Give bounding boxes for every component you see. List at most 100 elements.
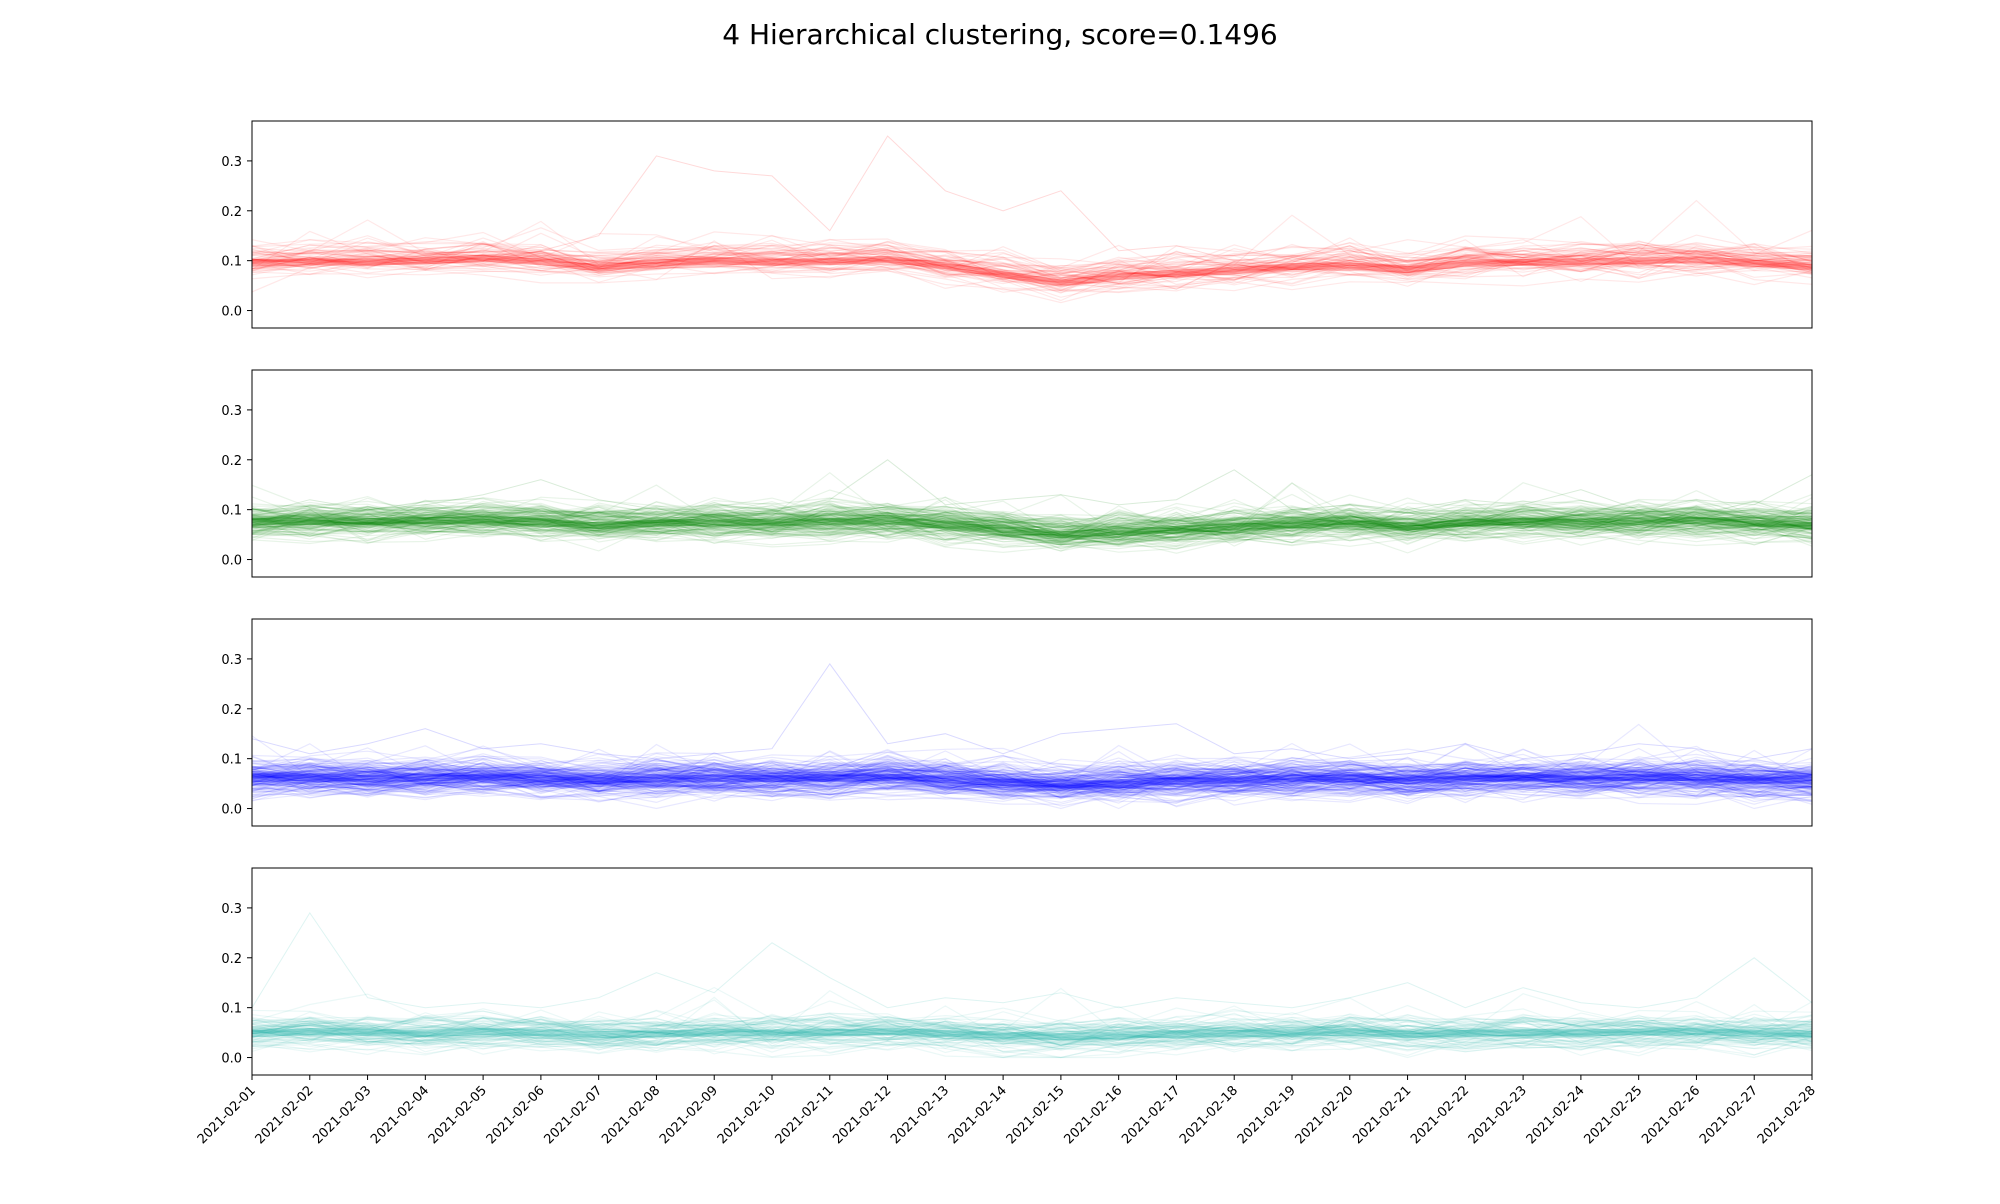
series-line <box>252 744 1812 792</box>
series-line <box>252 759 1812 796</box>
series-line <box>252 242 1812 293</box>
series-line <box>252 751 1812 791</box>
series-line <box>252 759 1812 791</box>
y-tick-label: 0.2 <box>221 454 242 469</box>
series-line <box>252 513 1812 549</box>
series-line <box>252 758 1812 786</box>
y-tick-label: 0.1 <box>221 255 242 270</box>
series-line <box>252 749 1812 784</box>
series-line <box>252 1013 1812 1043</box>
series-line <box>252 507 1812 539</box>
series-line <box>252 1012 1812 1038</box>
series-line <box>252 239 1812 280</box>
series-line <box>252 987 1812 1045</box>
series-line <box>252 1004 1812 1043</box>
series-line <box>252 510 1812 541</box>
series-line <box>252 1014 1812 1047</box>
series-line <box>252 501 1812 532</box>
series-line <box>252 763 1812 795</box>
series-line <box>252 502 1812 538</box>
series-line <box>252 771 1812 794</box>
series-line <box>252 507 1812 533</box>
series-line <box>252 767 1812 797</box>
y-tick-label: 0.0 <box>221 305 242 320</box>
series-line <box>252 1015 1812 1039</box>
series-line <box>252 510 1812 535</box>
series-line <box>252 528 1812 554</box>
x-tick-label: 2021-02-17 <box>1119 1083 1183 1147</box>
series-line <box>252 511 1812 547</box>
series-line <box>252 742 1812 792</box>
series-line <box>252 778 1812 799</box>
series-line <box>252 498 1812 529</box>
series-line <box>252 1018 1812 1041</box>
series-line <box>252 234 1812 278</box>
series-line <box>252 759 1812 785</box>
series-line <box>252 1034 1812 1059</box>
series-line <box>252 1017 1812 1047</box>
series-line <box>252 517 1812 542</box>
series-line <box>252 508 1812 541</box>
series-line <box>252 743 1812 797</box>
series-line <box>252 745 1812 791</box>
series-line-outlier <box>252 135 1812 262</box>
series-line <box>252 1016 1812 1057</box>
series-line-outlier <box>252 663 1812 760</box>
series-line <box>252 1025 1812 1050</box>
series-line <box>252 742 1812 784</box>
y-tick-label: 0.3 <box>221 155 242 170</box>
y-tick-label: 0.1 <box>221 1002 242 1017</box>
series-line <box>252 1021 1812 1050</box>
series-line <box>252 1017 1812 1054</box>
series-line <box>252 1018 1812 1050</box>
series-line <box>252 1029 1812 1059</box>
series-lines-1 <box>252 459 1812 554</box>
series-line <box>252 755 1812 791</box>
series-line <box>252 503 1812 535</box>
series-line <box>252 508 1812 543</box>
series-line <box>252 494 1812 526</box>
series-line <box>252 752 1812 781</box>
series-line <box>252 1029 1812 1055</box>
series-line <box>252 504 1812 535</box>
series-line <box>252 238 1812 272</box>
series-line <box>252 758 1812 786</box>
series-line <box>252 775 1812 810</box>
series-line <box>252 505 1812 545</box>
series-line <box>252 502 1812 542</box>
series-line <box>252 482 1812 540</box>
series-line <box>252 511 1812 545</box>
series-line <box>252 775 1812 798</box>
series-line <box>252 769 1812 795</box>
series-line <box>252 759 1812 789</box>
series-line <box>252 254 1812 286</box>
series-line <box>252 1035 1812 1059</box>
series-line <box>252 508 1812 539</box>
series-line <box>252 511 1812 545</box>
x-tick-label: 2021-02-22 <box>1408 1083 1472 1147</box>
series-line <box>252 500 1812 535</box>
series-line <box>252 507 1812 536</box>
series-line <box>252 757 1812 800</box>
series-line <box>252 765 1812 788</box>
series-line <box>252 513 1812 548</box>
series-line <box>252 1021 1812 1054</box>
series-line <box>252 484 1812 530</box>
series-line <box>252 1032 1812 1059</box>
series-line <box>252 1015 1812 1046</box>
series-line <box>252 766 1812 798</box>
series-line <box>252 515 1812 552</box>
series-line <box>252 508 1812 543</box>
series-line <box>252 1014 1812 1046</box>
series-line <box>252 496 1812 538</box>
series-line <box>252 1012 1812 1043</box>
series-line <box>252 770 1812 798</box>
series-line <box>252 502 1812 533</box>
series-line <box>252 249 1812 292</box>
series-line <box>252 777 1812 802</box>
series-line <box>252 1009 1812 1038</box>
series-line <box>252 765 1812 794</box>
series-line <box>252 763 1812 794</box>
series-line <box>252 761 1812 790</box>
series-line <box>252 773 1812 804</box>
